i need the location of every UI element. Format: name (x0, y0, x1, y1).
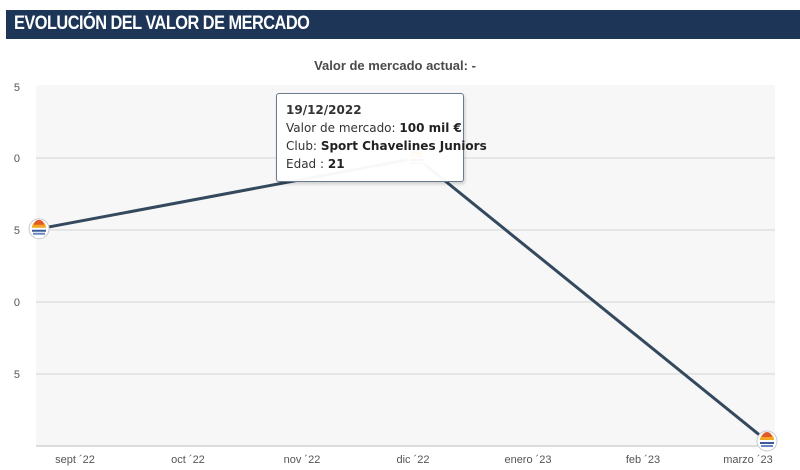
tooltip-market-value: 100 mil € (399, 121, 462, 135)
x-tick-label: marzo ´23 (723, 454, 773, 466)
x-tick-label: feb ´23 (626, 454, 660, 466)
x-tick-label: dic ´22 (396, 454, 429, 466)
x-tick-label: sept ´22 (55, 454, 95, 466)
x-tick-label: enero ´23 (504, 454, 551, 466)
data-point-marker (28, 218, 50, 240)
x-tick-label: nov ´22 (284, 454, 321, 466)
chart-subtitle: Valor de mercado actual: - (314, 58, 476, 73)
chart-tooltip: 19/12/2022 Valor de mercado: 100 mil € C… (276, 93, 487, 182)
tooltip-market-value-label: Valor de mercado: (286, 121, 396, 135)
data-point-marker (756, 430, 778, 452)
tooltip-age-row: Edad : 21 (286, 155, 454, 173)
y-tick-label: 5 (14, 82, 20, 94)
tooltip-club: Sport Chavelines Juniors (320, 139, 487, 153)
y-tick-label: 5 (14, 369, 20, 381)
y-tick-label: 0 (14, 153, 20, 165)
tooltip-club-label: Club: (286, 139, 317, 153)
x-tick-label: oct ´22 (171, 454, 205, 466)
y-tick-label: 5 (14, 225, 20, 237)
tooltip-market-value-row: Valor de mercado: 100 mil € (286, 119, 462, 137)
section-title: EVOLUCIÓN DEL VALOR DE MERCADO (14, 13, 310, 34)
tooltip-club-row: Club: Sport Chavelines Juniors (286, 137, 487, 155)
tooltip-age-label: Edad : (286, 157, 325, 171)
tooltip-date: 19/12/2022 (286, 103, 362, 117)
y-tick-label: 0 (14, 297, 20, 309)
section-header: EVOLUCIÓN DEL VALOR DE MERCADO (6, 10, 800, 39)
tooltip-age: 21 (327, 157, 345, 171)
